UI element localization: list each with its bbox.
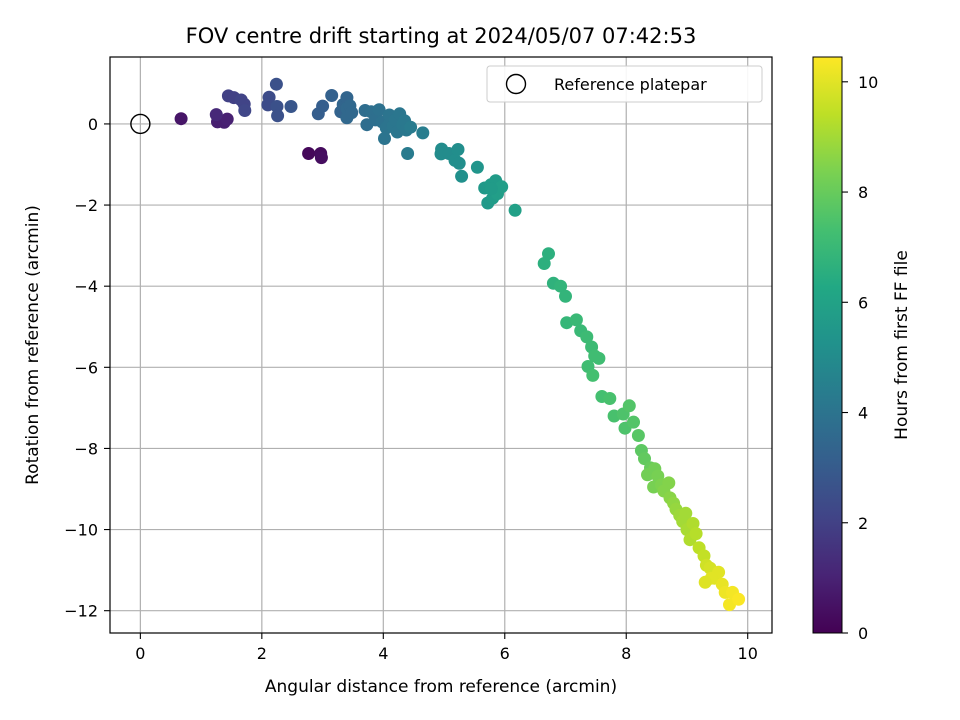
y-axis-ticks: 0 −2 −4 −6 −8 −10 −12 (64, 115, 110, 621)
data-point (679, 506, 693, 520)
x-axis-label: Angular distance from reference (arcmin) (265, 677, 617, 697)
data-point (580, 330, 594, 344)
data-point (302, 147, 316, 160)
data-point (270, 100, 284, 113)
data-point (452, 156, 466, 170)
colorbar: 0 2 4 6 8 10 Hours from first FF file (812, 56, 912, 643)
colorbar-label: Hours from first FF file (892, 250, 912, 440)
x-tick-label: 2 (257, 644, 267, 663)
data-point (238, 104, 252, 117)
data-point (622, 399, 636, 413)
data-point (662, 476, 676, 490)
data-point (495, 180, 509, 194)
y-axis-label: Rotation from reference (arcmin) (23, 205, 43, 485)
data-point (271, 109, 285, 123)
colorbar-tick-label: 2 (858, 514, 868, 533)
data-point (586, 368, 600, 382)
data-point (455, 169, 469, 183)
data-point (732, 592, 746, 606)
colorbar-tick-label: 0 (858, 624, 868, 643)
data-points (174, 77, 746, 612)
data-point (592, 351, 606, 365)
data-point (345, 106, 359, 120)
y-tick-label: −8 (74, 439, 98, 458)
x-tick-label: 10 (738, 644, 758, 663)
data-point (416, 126, 430, 140)
legend-box (486, 65, 763, 103)
data-point (401, 147, 415, 160)
y-tick-label: −4 (74, 277, 98, 296)
data-point (627, 415, 640, 429)
grid (110, 57, 772, 633)
data-point (638, 452, 651, 466)
y-tick-label: −2 (74, 196, 98, 215)
legend-marker-open-circle (505, 73, 527, 95)
data-point (508, 203, 522, 217)
y-tick-label: −12 (64, 602, 98, 621)
colorbar-gradient (812, 56, 843, 634)
data-point (220, 112, 234, 126)
data-point (686, 517, 700, 530)
data-point (631, 429, 645, 442)
data-point (314, 151, 328, 165)
y-tick-label: −6 (74, 358, 98, 377)
data-point (378, 132, 391, 145)
data-point (404, 120, 418, 134)
colorbar-tick-label: 4 (858, 404, 868, 423)
chart-title: FOV centre drift starting at 2024/05/07 … (186, 24, 697, 48)
colorbar-tick-label: 6 (858, 293, 868, 312)
data-point (569, 313, 583, 327)
data-point (284, 100, 298, 113)
x-tick-label: 0 (135, 644, 145, 663)
data-point (451, 143, 465, 156)
data-point (537, 257, 551, 270)
data-point (372, 103, 386, 117)
data-point (559, 289, 572, 303)
x-tick-label: 4 (378, 644, 388, 663)
legend: Reference platepar (486, 65, 763, 103)
data-point (209, 108, 223, 122)
data-point (316, 99, 330, 113)
data-point (325, 89, 339, 102)
y-tick-label: 0 (88, 115, 98, 134)
data-point (542, 247, 555, 261)
data-point (174, 112, 188, 126)
colorbar-tick-label: 8 (858, 183, 868, 202)
reference-platepar-marker (130, 113, 151, 135)
data-point (603, 392, 617, 405)
legend-label: Reference platepar (554, 75, 707, 94)
x-tick-label: 6 (500, 644, 510, 663)
data-point (269, 77, 283, 91)
x-tick-label: 8 (621, 644, 631, 663)
data-point (554, 279, 568, 293)
reference-marker-layer (130, 113, 151, 135)
data-point (470, 160, 484, 174)
colorbar-tick-label: 10 (858, 73, 878, 92)
y-tick-label: −10 (64, 521, 98, 540)
x-axis-ticks: 0 2 4 6 8 10 (135, 633, 758, 663)
data-point (484, 182, 498, 196)
data-point (689, 527, 703, 541)
colorbar-ticks: 0 2 4 6 8 10 (842, 73, 878, 643)
data-point (698, 575, 712, 589)
plot-frame (109, 56, 773, 634)
